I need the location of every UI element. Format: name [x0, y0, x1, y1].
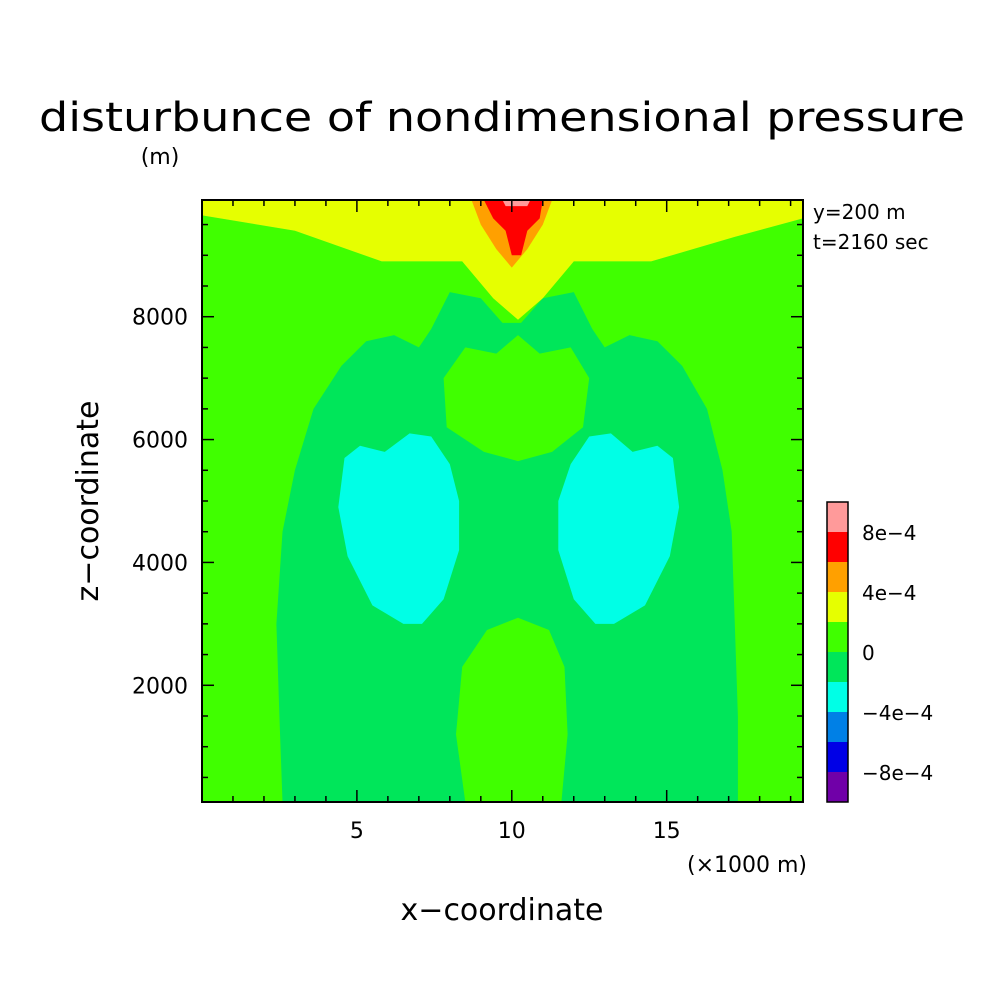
- y-tick-label: 6000: [132, 429, 188, 454]
- colorbar-swatch: [827, 772, 848, 802]
- colorbar-swatch: [827, 532, 848, 562]
- colorbar-swatch: [827, 502, 848, 532]
- contour-region-2: [456, 617, 568, 802]
- x-tick-label: 15: [653, 819, 681, 844]
- colorbar: −8e−4 −4e−4 0 4e−4 8e−4: [826, 501, 933, 803]
- contour-region-3: [338, 433, 460, 624]
- colorbar-frame: [826, 501, 849, 803]
- colorbar-swatch: [827, 712, 848, 742]
- colorbar-swatch: [827, 682, 848, 712]
- colorbar-tick-label: 4e−4: [862, 581, 917, 605]
- x-tick-label: 10: [498, 819, 526, 844]
- contour-region-8: [502, 200, 531, 207]
- x-axis: 5 10 15: [232, 200, 792, 844]
- contour-region-5: [202, 200, 803, 320]
- contour-region-7: [483, 200, 543, 256]
- contour-region-1: [443, 335, 590, 462]
- colorbar-tick-label: 0: [862, 641, 875, 665]
- colorbar-tick-label: 8e−4: [862, 521, 917, 545]
- contour-region-0: [202, 215, 803, 802]
- contour-region-4: [558, 433, 680, 624]
- y-axis-label: z−coordinate: [71, 401, 106, 602]
- colorbar-swatch: [827, 562, 848, 592]
- colorbar-swatch: [827, 592, 848, 622]
- colorbar-swatch: [827, 622, 848, 652]
- colorbar-swatch: [827, 652, 848, 682]
- y-tick-label: 8000: [132, 306, 188, 331]
- y-axis: 2000 4000 6000 8000: [132, 223, 803, 779]
- annotation-t: t=2160 sec: [813, 230, 929, 254]
- x-axis-label: x−coordinate: [401, 893, 604, 928]
- contour-regions: [202, 200, 803, 802]
- x-tick-label: 5: [350, 819, 364, 844]
- chart-title: disturbunce of nondimensional pressure: [39, 95, 965, 141]
- colorbar-swatch: [827, 742, 848, 772]
- y-tick-label: 2000: [132, 674, 188, 699]
- annotation-y: y=200 m: [813, 200, 906, 224]
- y-tick-label: 4000: [132, 551, 188, 576]
- colorbar-tick-label: −4e−4: [862, 701, 933, 725]
- y-unit-label: (m): [141, 145, 180, 170]
- colorbar-tick-label: −8e−4: [862, 761, 933, 785]
- x-unit-label: (×1000 m): [687, 853, 807, 878]
